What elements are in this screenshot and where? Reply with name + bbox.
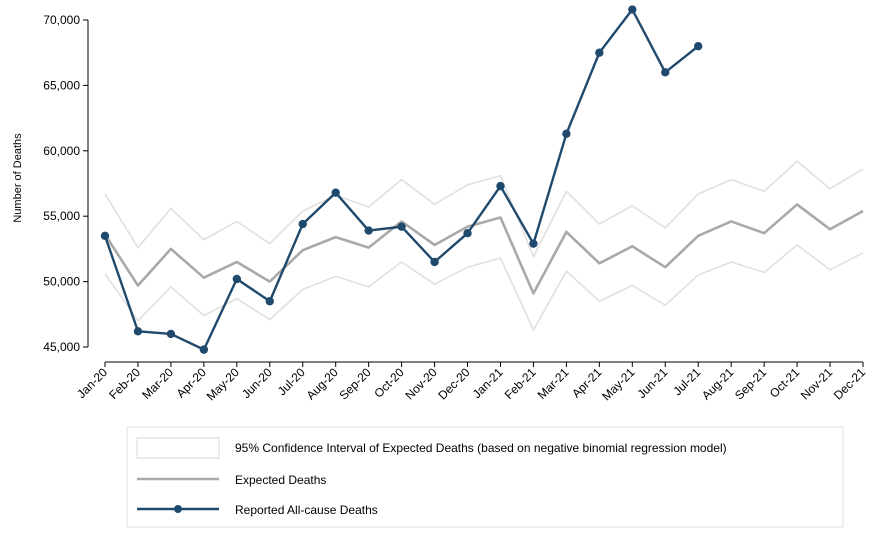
reported-deaths-point — [562, 129, 571, 138]
x-tick-label: Feb-21 — [502, 365, 539, 402]
y-tick-label: 65,000 — [43, 78, 80, 92]
y-tick-label: 70,000 — [43, 13, 80, 27]
y-tick-label: 60,000 — [43, 144, 80, 158]
x-tick-label: Jan-20 — [74, 365, 110, 401]
reported-deaths-point — [232, 274, 242, 284]
legend-ci-label: 95% Confidence Interval of Expected Deat… — [235, 441, 727, 455]
y-tick-label: 50,000 — [43, 275, 80, 289]
plot-area — [100, 5, 864, 354]
legend-reported-label: Reported All-cause Deaths — [235, 503, 378, 517]
y-axis-title: Number of Deaths — [12, 133, 24, 223]
reported-deaths-point — [430, 257, 439, 267]
x-tick-label: Apr-21 — [569, 365, 605, 401]
reported-deaths-point — [100, 231, 110, 241]
x-tick-label: Aug-20 — [304, 365, 341, 402]
ci-lower-line — [104, 244, 864, 331]
x-tick-label: Sep-21 — [732, 365, 769, 402]
x-tick-label: Jan-21 — [470, 365, 506, 401]
y-tick-label: 45,000 — [43, 340, 80, 354]
legend-reported-marker — [174, 505, 182, 513]
reported-deaths-point — [595, 48, 604, 57]
reported-deaths-point — [166, 329, 176, 339]
reported-deaths-point — [529, 239, 538, 248]
ci-upper-line — [104, 160, 864, 258]
x-tick-label: Jun-20 — [239, 365, 275, 401]
legend: 95% Confidence Interval of Expected Deat… — [126, 426, 844, 528]
reported-deaths-point — [397, 222, 406, 231]
x-tick-label: May-20 — [204, 365, 242, 403]
reported-deaths-point — [661, 68, 670, 77]
x-tick-label: May-21 — [599, 365, 637, 403]
x-tick-label: Dec-21 — [831, 365, 868, 402]
x-tick-label: Sep-20 — [337, 365, 374, 402]
legend-expected-label: Expected Deaths — [235, 473, 326, 487]
x-tick-label: Oct-21 — [767, 365, 803, 401]
reported-deaths-point — [364, 226, 373, 235]
legend-ci-swatch — [136, 437, 220, 459]
x-tick-label: Oct-20 — [371, 365, 407, 401]
x-tick-label: Mar-20 — [139, 365, 176, 402]
reported-deaths-point — [331, 188, 340, 197]
reported-deaths-point — [628, 5, 637, 14]
reported-deaths-point — [199, 345, 209, 354]
x-tick-label: Aug-21 — [699, 365, 736, 402]
reported-deaths-point — [694, 41, 703, 51]
x-tick-label: Dec-20 — [435, 365, 472, 402]
reported-deaths-point — [133, 327, 143, 336]
x-tick-label: Mar-21 — [535, 365, 572, 402]
y-tick-label: 55,000 — [43, 209, 80, 223]
reported-deaths-point — [496, 181, 505, 191]
reported-deaths-point — [298, 219, 307, 229]
x-tick-label: Apr-20 — [174, 365, 210, 401]
reported-deaths-point — [463, 229, 472, 238]
x-tick-label: Nov-20 — [402, 365, 439, 402]
expected-deaths-line — [103, 203, 864, 295]
x-tick-label: Nov-21 — [798, 365, 835, 402]
x-tick-label: Feb-20 — [106, 365, 143, 402]
reported-deaths-point — [265, 297, 274, 306]
legend-frame — [126, 426, 844, 528]
x-tick-label: Jun-21 — [635, 365, 671, 401]
